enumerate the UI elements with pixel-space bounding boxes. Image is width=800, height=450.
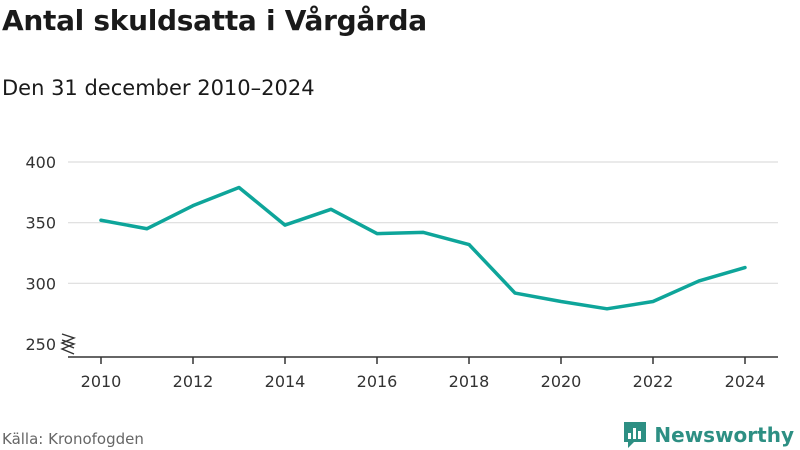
x-tick-label: 2014 bbox=[265, 372, 306, 391]
series-layer bbox=[99, 185, 747, 311]
y-tick-label: 400 bbox=[25, 153, 56, 172]
grid-lines bbox=[68, 161, 778, 284]
data-point bbox=[605, 307, 609, 311]
brand-name: Newsworthy bbox=[654, 423, 794, 447]
data-point bbox=[651, 300, 655, 304]
data-point bbox=[513, 291, 517, 295]
data-point bbox=[99, 218, 103, 222]
chart-subtitle: Den 31 december 2010–2024 bbox=[2, 76, 315, 100]
data-point bbox=[145, 227, 149, 231]
x-tick-label: 2016 bbox=[357, 372, 398, 391]
chart-title: Antal skuldsatta i Vårgårda bbox=[2, 4, 427, 37]
data-point bbox=[375, 232, 379, 236]
series-line-0 bbox=[99, 185, 747, 311]
data-point bbox=[467, 243, 471, 247]
source-note: Källa: Kronofogden bbox=[2, 430, 144, 448]
y-tick-label: 250 bbox=[25, 335, 56, 354]
x-tick-label: 2012 bbox=[173, 372, 214, 391]
y-tick-label: 300 bbox=[25, 274, 56, 293]
newsworthy-icon bbox=[624, 422, 647, 448]
x-axis: 2010 2012 2014 2016 2018 2020 2022 2024 bbox=[60, 333, 778, 391]
x-tick-label: 2024 bbox=[725, 372, 766, 391]
y-tick-label: 350 bbox=[25, 214, 56, 233]
x-tick-label: 2022 bbox=[633, 372, 674, 391]
data-point bbox=[697, 279, 701, 283]
data-point bbox=[743, 266, 747, 270]
x-tick-label: 2010 bbox=[81, 372, 122, 391]
data-point bbox=[237, 185, 241, 189]
axis-break-icon bbox=[60, 333, 76, 355]
data-point bbox=[421, 230, 425, 234]
data-point bbox=[559, 300, 563, 304]
x-tick-label: 2020 bbox=[541, 372, 582, 391]
y-axis-ticks: 250 300 350 400 bbox=[25, 153, 56, 354]
data-point bbox=[283, 223, 287, 227]
data-point bbox=[191, 204, 195, 208]
data-point bbox=[329, 207, 333, 211]
x-tick-label: 2018 bbox=[449, 372, 490, 391]
brand-logo: Newsworthy bbox=[622, 420, 794, 450]
